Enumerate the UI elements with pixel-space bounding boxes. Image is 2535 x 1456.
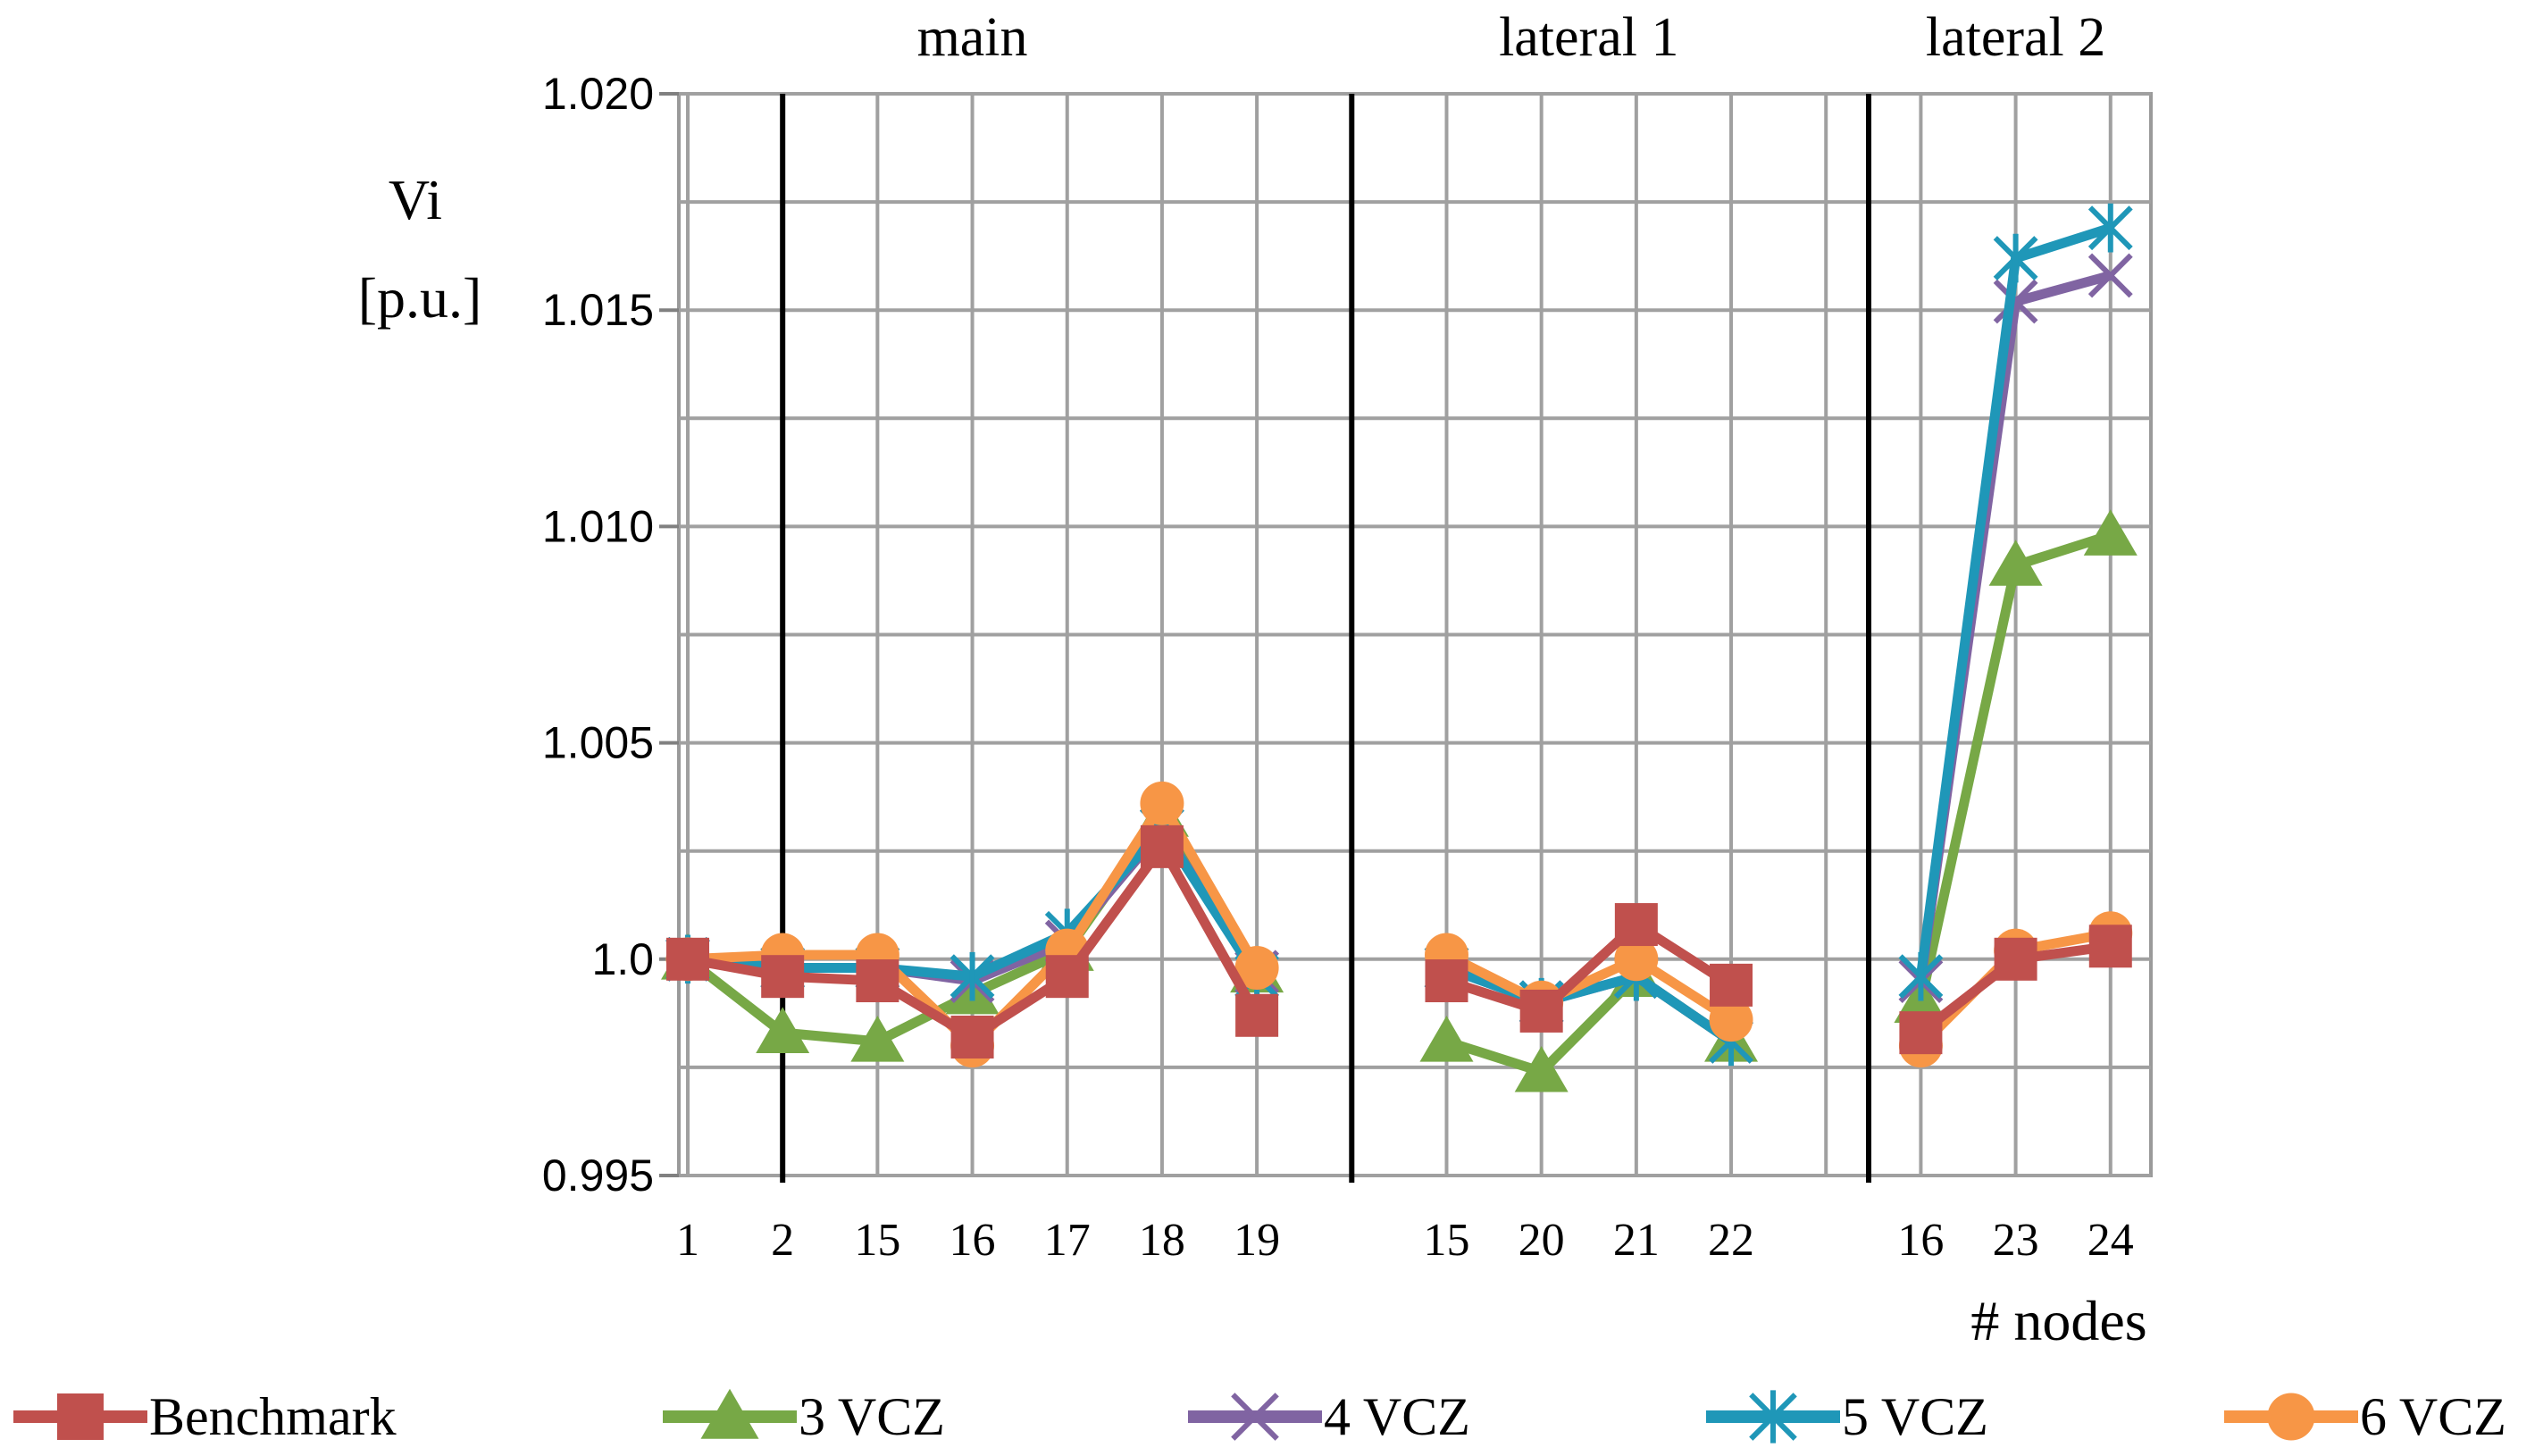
legend-item: 5 VCZ <box>1706 1387 1988 1446</box>
section-separators <box>780 94 1872 1183</box>
data-point <box>1709 998 1753 1042</box>
legend-label: Benchmark <box>149 1387 397 1446</box>
series-line <box>1444 963 1735 1046</box>
data-point <box>1614 903 1658 947</box>
series-layer <box>661 203 2138 1092</box>
data-point <box>700 1388 759 1439</box>
data-point <box>1045 955 1089 999</box>
x-tick-label: 17 <box>1044 1215 1091 1266</box>
axis-titles: Vi [p.u.] # nodes <box>358 168 2147 1352</box>
x-axis-ticks: 1 2 15 16 17 18 19 15 20 21 22 16 23 24 <box>676 1215 2134 1266</box>
series-line <box>1444 919 1735 1017</box>
y-axis-ticks: 0.995 1.0 1.005 1.010 1.015 1.020 <box>542 69 679 1201</box>
x-axis-title: # nodes <box>1970 1289 2146 1352</box>
x-tick-label: 23 <box>1993 1215 2039 1266</box>
y-axis-title: Vi <box>389 168 442 231</box>
y-tick-label: 1.020 <box>542 69 654 119</box>
data-point <box>1514 1045 1569 1092</box>
section-label: lateral 1 <box>1499 7 1678 68</box>
legend-item: 4 VCZ <box>1188 1387 1470 1446</box>
y-tick-label: 1.010 <box>542 501 654 551</box>
y-tick-label: 1.0 <box>591 934 654 984</box>
legend-label: 6 VCZ <box>2360 1387 2506 1446</box>
section-label: lateral 2 <box>1926 7 2105 68</box>
data-point <box>850 1016 905 1062</box>
legend-label: 3 VCZ <box>799 1387 945 1446</box>
data-point <box>1994 937 2037 981</box>
x-tick-label: 24 <box>2087 1215 2134 1266</box>
data-point <box>950 1015 994 1059</box>
y-tick-label: 1.015 <box>542 285 654 335</box>
legend-item: 3 VCZ <box>663 1387 945 1446</box>
data-point <box>2088 925 2132 968</box>
x-tick-label: 1 <box>676 1215 699 1266</box>
legend-item: Benchmark <box>13 1387 397 1446</box>
series-line <box>1444 950 1735 1025</box>
section-label: main <box>917 7 1028 68</box>
x-tick-label: 19 <box>1234 1215 1280 1266</box>
y-axis-unit: [p.u.] <box>358 266 482 330</box>
data-point <box>2267 1393 2315 1441</box>
x-tick-label: 15 <box>854 1215 900 1266</box>
x-tick-label: 2 <box>771 1215 794 1266</box>
x-tick-label: 16 <box>950 1215 996 1266</box>
x-tick-label: 15 <box>1423 1215 1469 1266</box>
data-point <box>1899 1011 1943 1055</box>
data-point <box>1234 946 1279 990</box>
legend-label: 5 VCZ <box>1842 1387 1988 1446</box>
series-3-vcz <box>661 509 2138 1092</box>
data-point <box>2087 203 2133 253</box>
y-tick-label: 1.005 <box>542 718 654 768</box>
x-tick-label: 22 <box>1708 1215 1754 1266</box>
data-point <box>1231 1393 1279 1441</box>
data-point <box>1749 1390 1797 1443</box>
data-point <box>756 1007 810 1053</box>
legend: Benchmark 3 VCZ 4 VCZ 5 VCZ 6 VCZ <box>13 1387 2506 1446</box>
data-point <box>1993 279 2038 324</box>
data-point <box>1235 993 1279 1037</box>
data-point <box>1519 989 1563 1033</box>
x-tick-label: 16 <box>1897 1215 1944 1266</box>
marker-stroke <box>1231 1393 1279 1441</box>
data-point <box>1710 963 1753 1007</box>
y-tick-label: 0.995 <box>542 1151 654 1201</box>
series-benchmark <box>666 824 2132 1059</box>
data-point <box>856 959 899 1003</box>
data-point <box>1993 233 2038 283</box>
x-tick-label: 21 <box>1613 1215 1660 1266</box>
data-point <box>1140 824 1184 868</box>
data-point <box>57 1393 104 1440</box>
legend-item: 6 VCZ <box>2224 1387 2506 1446</box>
data-point <box>950 951 995 1001</box>
data-point <box>1898 951 1944 1001</box>
section-labels: main lateral 1 lateral 2 <box>917 7 2106 68</box>
x-tick-label: 18 <box>1139 1215 1185 1266</box>
data-point <box>1988 540 2043 586</box>
data-point <box>1419 1016 1474 1062</box>
marker-stroke <box>1993 279 2038 324</box>
legend-label: 4 VCZ <box>1324 1387 1470 1446</box>
data-point <box>2087 253 2133 298</box>
data-point <box>1614 937 1659 982</box>
data-point <box>761 955 805 999</box>
marker-stroke <box>2087 253 2133 298</box>
data-point <box>1425 959 1468 1003</box>
data-point <box>666 937 709 981</box>
data-point <box>2083 509 2138 556</box>
x-tick-label: 20 <box>1518 1215 1565 1266</box>
data-point <box>1140 781 1184 825</box>
